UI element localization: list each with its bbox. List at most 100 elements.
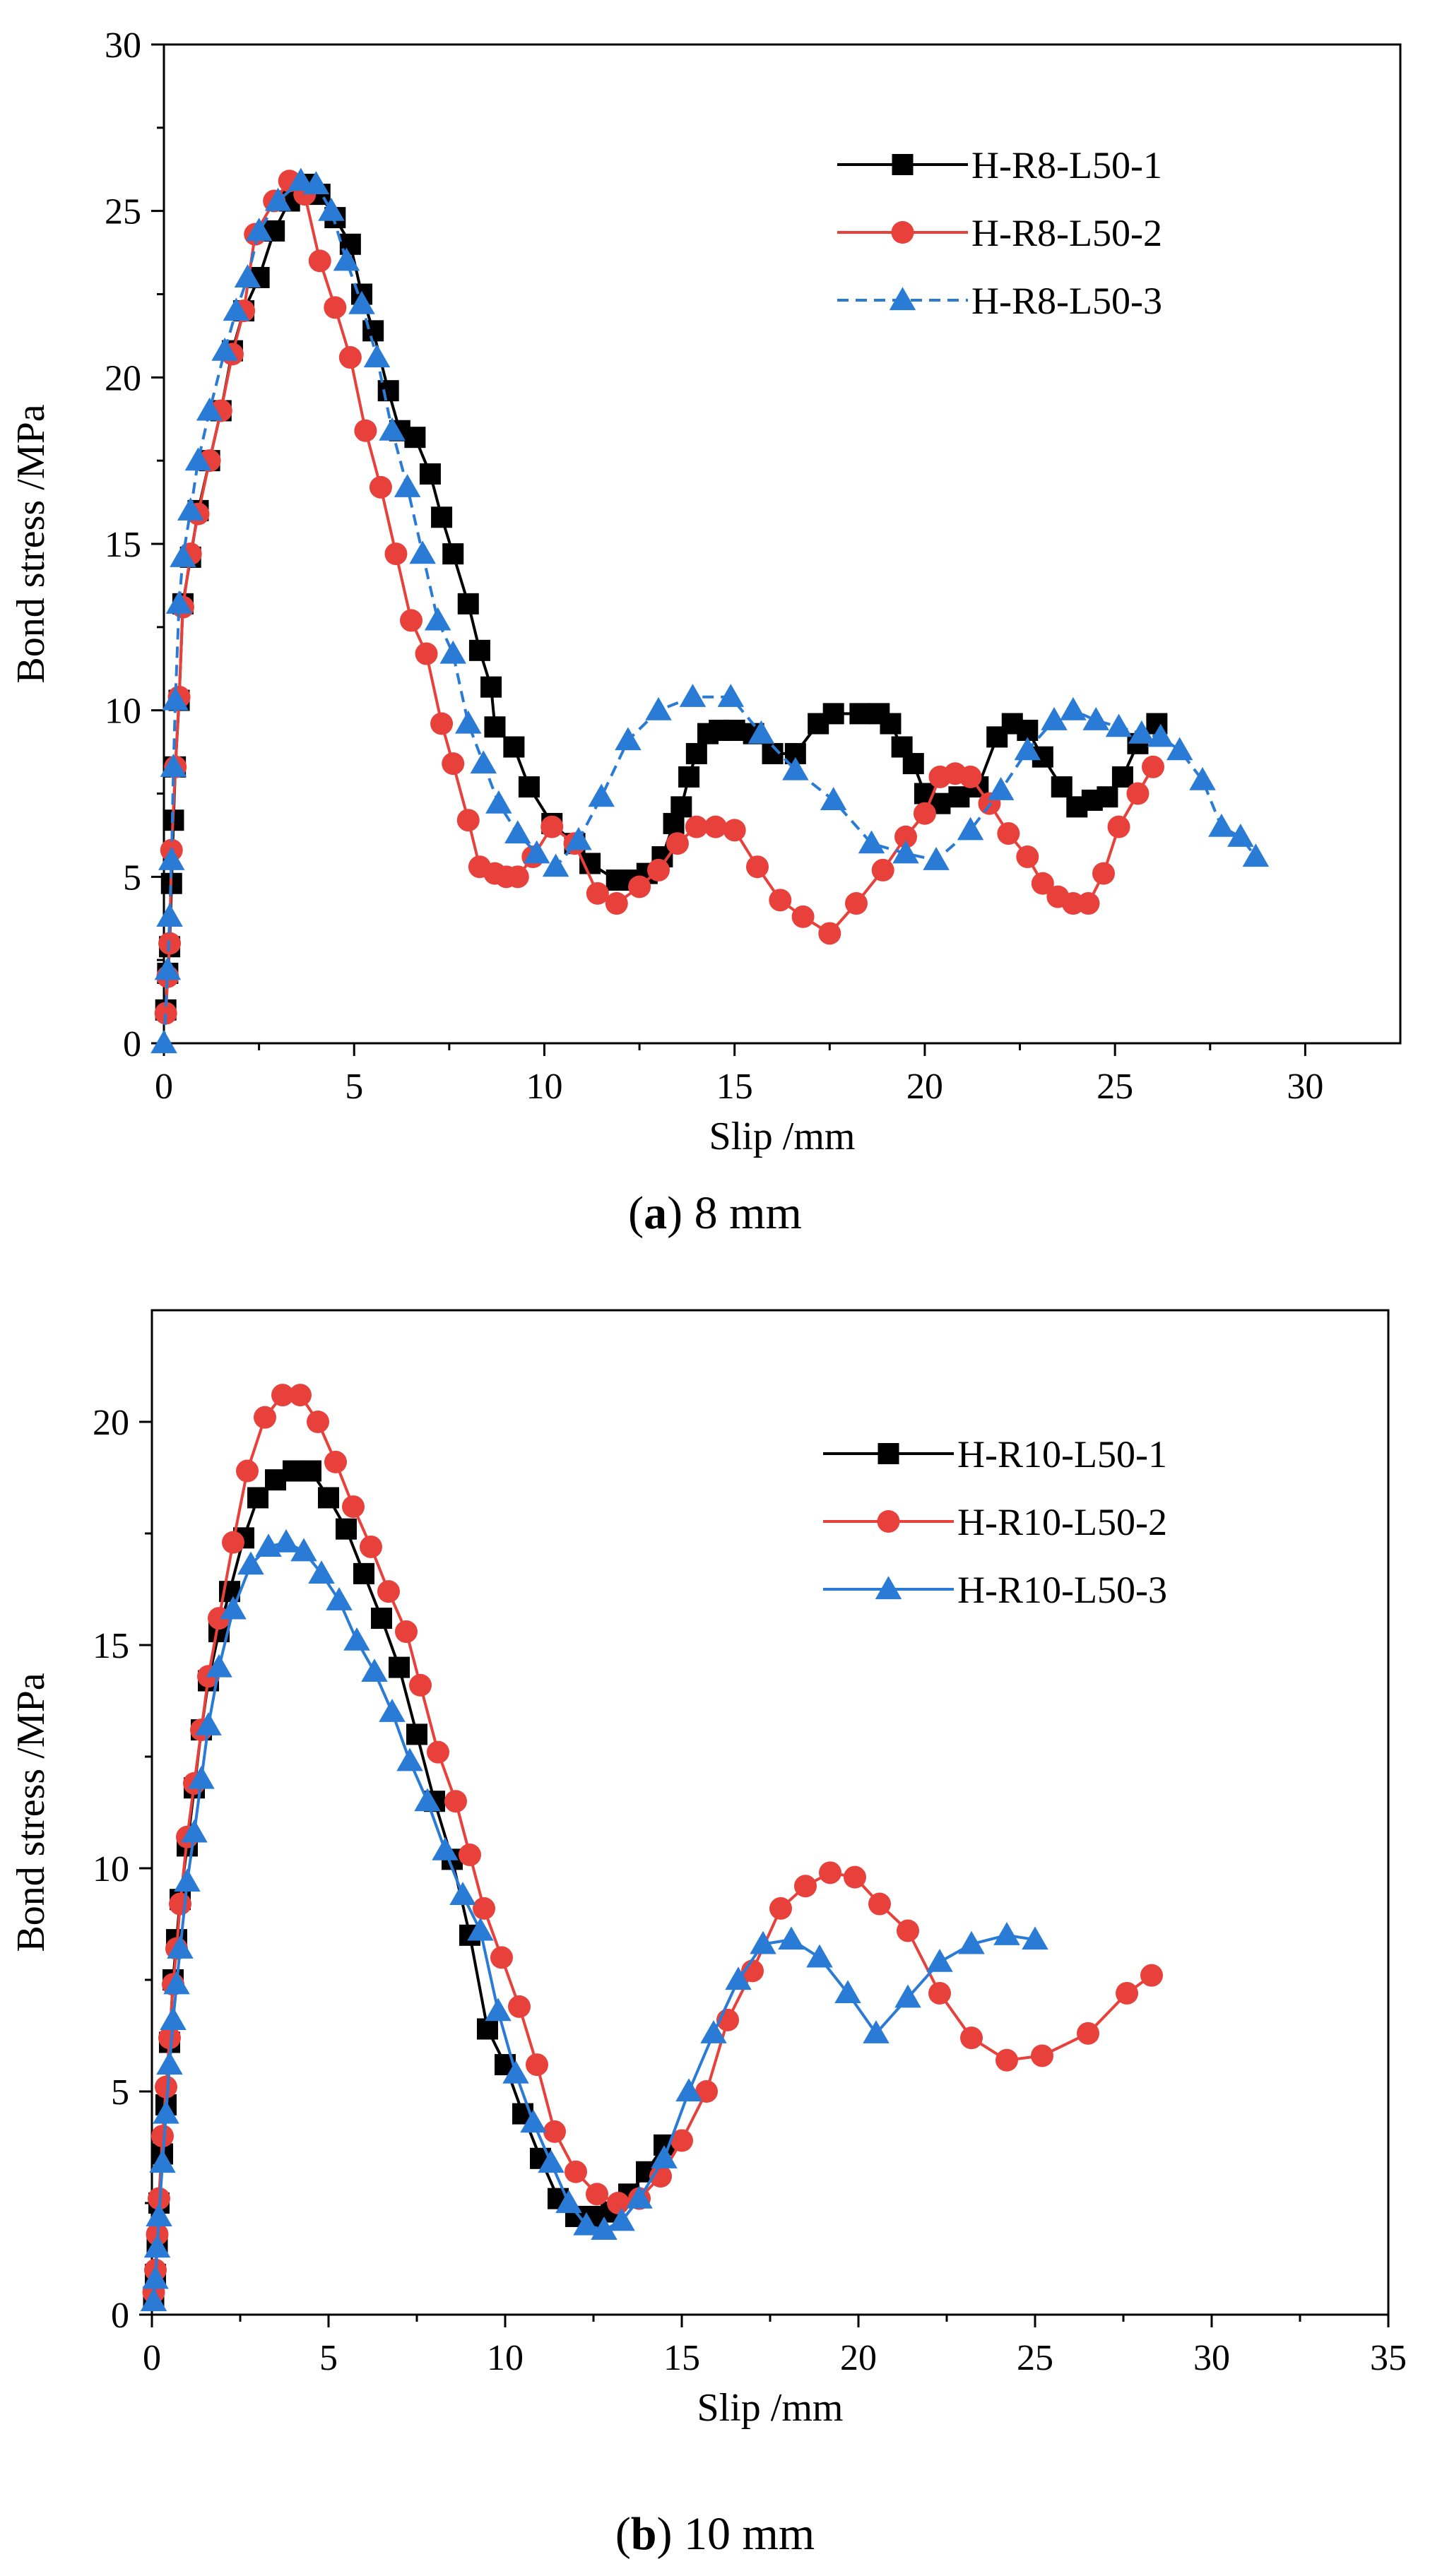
data-point bbox=[670, 796, 692, 818]
data-point bbox=[348, 290, 375, 314]
data-point bbox=[1041, 707, 1068, 730]
data-point bbox=[414, 1788, 441, 1812]
data-point bbox=[150, 1030, 177, 1054]
data-point bbox=[1126, 782, 1150, 805]
legend-marker bbox=[892, 154, 914, 175]
data-point bbox=[997, 822, 1020, 845]
data-point bbox=[288, 167, 314, 191]
data-point bbox=[820, 787, 847, 810]
data-point bbox=[573, 2212, 600, 2236]
series-H-R8-L50-3 bbox=[150, 167, 1270, 1054]
data-point bbox=[649, 2165, 672, 2188]
y-tick-label: 10 bbox=[105, 692, 141, 732]
data-point bbox=[377, 380, 399, 402]
data-point bbox=[236, 1459, 259, 1483]
data-point bbox=[430, 712, 454, 735]
data-point bbox=[169, 1892, 191, 1916]
data-point bbox=[700, 2020, 727, 2043]
y-tick-label: 5 bbox=[123, 857, 141, 898]
x-tick-label: 30 bbox=[1193, 2338, 1230, 2378]
data-point bbox=[647, 858, 670, 882]
data-point bbox=[543, 2120, 566, 2143]
data-point bbox=[678, 766, 700, 788]
data-point bbox=[223, 297, 250, 321]
data-point bbox=[897, 1919, 919, 1942]
data-point bbox=[819, 1861, 841, 1884]
caption-a: (a) 8 mm bbox=[628, 1187, 802, 1239]
data-point bbox=[628, 875, 651, 898]
data-point bbox=[520, 2109, 547, 2133]
data-point bbox=[181, 1819, 208, 1843]
data-point bbox=[485, 790, 512, 814]
data-point bbox=[957, 817, 984, 841]
data-point bbox=[143, 2234, 171, 2258]
data-point bbox=[361, 1658, 388, 1682]
data-point bbox=[431, 506, 453, 528]
data-point bbox=[1166, 737, 1193, 761]
data-point bbox=[725, 1966, 752, 1990]
data-point bbox=[160, 754, 187, 777]
x-tick-label: 0 bbox=[155, 1067, 173, 1107]
data-point bbox=[338, 346, 362, 369]
x-tick-label: 10 bbox=[526, 1067, 562, 1107]
data-point bbox=[362, 320, 384, 342]
data-point bbox=[508, 1995, 531, 2018]
data-point bbox=[794, 1875, 817, 1898]
data-point bbox=[432, 1836, 459, 1860]
data-point bbox=[607, 2192, 630, 2214]
data-point bbox=[237, 1551, 264, 1575]
data-point bbox=[455, 710, 482, 734]
data-point bbox=[542, 853, 569, 877]
data-point bbox=[470, 750, 497, 774]
data-point bbox=[170, 544, 196, 567]
caption-b: (b) 10 mm bbox=[615, 2508, 815, 2560]
data-point bbox=[158, 847, 185, 870]
data-point bbox=[844, 1865, 866, 1889]
data-point bbox=[871, 858, 894, 882]
data-point bbox=[480, 676, 502, 698]
data-point bbox=[704, 815, 727, 838]
data-point bbox=[396, 1747, 423, 1771]
data-point bbox=[1077, 2022, 1099, 2045]
data-point bbox=[220, 1596, 247, 1620]
data-point bbox=[490, 1946, 513, 1969]
data-point bbox=[442, 752, 465, 776]
data-point bbox=[791, 905, 815, 928]
data-point bbox=[473, 1897, 495, 1920]
data-point bbox=[369, 475, 392, 499]
data-point bbox=[158, 2026, 181, 2050]
x-tick-label: 15 bbox=[716, 1067, 753, 1107]
data-point bbox=[894, 825, 917, 848]
data-point bbox=[245, 218, 273, 242]
data-point bbox=[605, 892, 628, 915]
data-point bbox=[748, 720, 775, 744]
data-point bbox=[506, 865, 529, 889]
data-point bbox=[1051, 776, 1072, 798]
data-point bbox=[1097, 786, 1118, 808]
data-point bbox=[353, 1562, 374, 1584]
data-point bbox=[142, 2265, 169, 2289]
data-point bbox=[271, 1384, 294, 1407]
data-point bbox=[360, 1535, 382, 1558]
x-tick-label: 25 bbox=[1017, 2338, 1053, 2378]
data-point bbox=[165, 590, 193, 614]
data-point bbox=[456, 809, 480, 832]
data-point bbox=[371, 1608, 392, 1630]
data-point bbox=[695, 2080, 718, 2103]
data-point bbox=[502, 2060, 529, 2084]
legend-label: H-R10-L50-2 bbox=[957, 1501, 1167, 1543]
data-point bbox=[1105, 713, 1133, 737]
data-point bbox=[290, 1538, 317, 1562]
data-point bbox=[363, 344, 391, 368]
data-point bbox=[195, 1712, 222, 1735]
x-tick-label: 15 bbox=[663, 2338, 700, 2378]
data-point bbox=[913, 802, 936, 825]
data-point bbox=[526, 2053, 548, 2077]
data-point bbox=[555, 2190, 582, 2214]
data-point bbox=[1092, 862, 1115, 885]
data-point bbox=[379, 417, 406, 441]
data-point bbox=[160, 2007, 187, 2030]
data-point bbox=[1208, 813, 1235, 837]
series-H-R10-L50-3 bbox=[140, 1529, 1048, 2312]
legend-marker bbox=[877, 1510, 900, 1533]
